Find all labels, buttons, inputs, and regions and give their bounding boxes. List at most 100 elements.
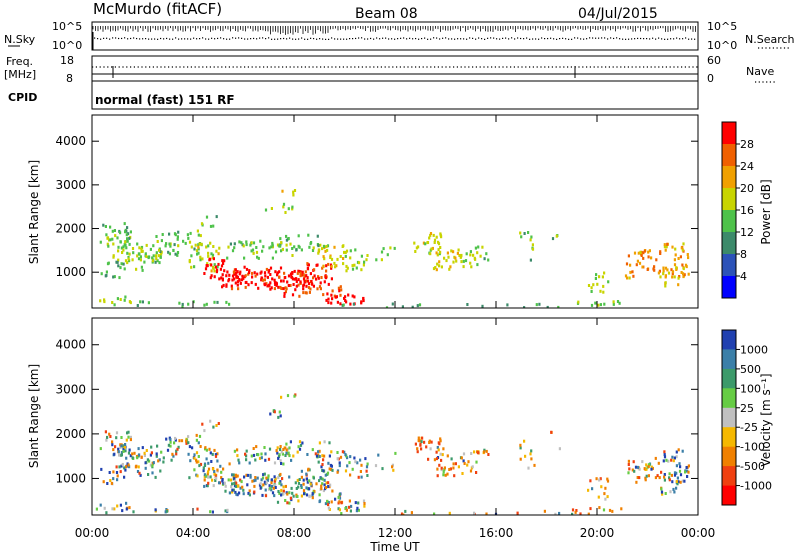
range-gate-cell — [282, 462, 285, 466]
range-gate-cell — [280, 241, 283, 245]
nsearch-dot — [469, 37, 471, 39]
nsearch-dot — [325, 38, 327, 40]
range-gate-cell — [291, 277, 294, 281]
range-gate-cell — [139, 473, 142, 477]
range-gate-cell — [120, 464, 123, 468]
x-tick-label: 20:00 — [580, 526, 615, 540]
range-gate-cell — [213, 472, 216, 476]
range-gate-cell — [117, 258, 120, 262]
range-gate-cell — [344, 507, 347, 510]
range-gate-cell — [313, 274, 316, 278]
range-gate-cell — [452, 462, 455, 466]
range-gate-cell — [267, 474, 270, 478]
range-gate-cell — [385, 306, 389, 308]
range-gate-cell — [662, 272, 665, 276]
range-gate-cell — [595, 477, 598, 481]
range-gate-cell — [206, 484, 209, 488]
power-data — [99, 189, 690, 308]
range-gate-cell — [279, 459, 282, 463]
range-gate-cell — [233, 477, 236, 481]
range-gate-cell — [250, 281, 253, 285]
nsearch-dot — [391, 38, 393, 40]
range-gate-cell — [126, 239, 129, 243]
range-gate-cell — [200, 222, 204, 226]
range-gate-cell — [461, 472, 464, 475]
range-gate-cell — [612, 302, 615, 306]
range-gate-cell — [287, 447, 290, 451]
range-gate-cell — [263, 271, 267, 275]
range-gate-cell — [216, 459, 219, 463]
range-gate-cell — [271, 245, 274, 249]
range-gate-cell — [267, 487, 271, 491]
nsearch-dot — [517, 37, 519, 39]
range-gate-cell — [278, 275, 281, 279]
range-gate-cell — [312, 246, 315, 250]
range-gate-cell — [242, 492, 245, 496]
range-gate-cell — [483, 450, 486, 454]
range-gate-cell — [321, 468, 324, 472]
nsearch-dot — [133, 37, 135, 39]
range-gate-cell — [365, 469, 368, 473]
range-gate-cell — [673, 471, 677, 475]
range-gate-cell — [231, 278, 234, 282]
range-gate-cell — [160, 239, 163, 243]
range-gate-cell — [527, 231, 530, 234]
range-gate-cell — [240, 480, 243, 484]
range-gate-cell — [357, 501, 360, 505]
range-gate-cell — [339, 255, 342, 258]
nsearch-dot — [358, 37, 360, 39]
nsearch-dot — [139, 38, 141, 40]
range-gate-cell — [345, 249, 349, 253]
range-gate-cell — [324, 249, 327, 253]
range-gate-cell — [321, 477, 324, 481]
range-gate-cell — [302, 489, 306, 493]
range-gate-cell — [195, 473, 198, 477]
range-gate-cell — [345, 300, 348, 304]
range-gate-cell — [239, 486, 242, 490]
range-gate-cell — [211, 253, 215, 257]
range-gate-cell — [558, 447, 561, 451]
range-gate-cell — [276, 273, 279, 277]
range-gate-cell — [259, 239, 262, 243]
range-gate-cell — [212, 467, 215, 471]
range-gate-cell — [296, 495, 299, 498]
range-gate-cell — [279, 472, 282, 476]
range-gate-cell — [223, 269, 226, 273]
nsearch-dot — [685, 37, 687, 39]
range-gate-cell — [317, 460, 320, 464]
range-gate-cell — [671, 480, 674, 484]
range-gate-cell — [360, 463, 363, 467]
range-gate-cell — [260, 278, 263, 282]
range-gate-cell — [121, 462, 124, 466]
range-gate-cell — [228, 273, 231, 277]
range-gate-cell — [188, 260, 191, 264]
range-gate-cell — [329, 256, 332, 259]
range-gate-cell — [152, 254, 155, 258]
range-gate-cell — [250, 241, 253, 245]
nsearch-dot — [478, 37, 480, 39]
range-gate-cell — [262, 245, 265, 249]
nsearch-dot — [424, 37, 426, 39]
range-gate-cell — [328, 485, 331, 489]
range-gate-cell — [284, 276, 287, 279]
range-gate-cell — [664, 248, 667, 252]
nsearch-dot — [646, 37, 648, 40]
nsearch-dot — [595, 37, 597, 39]
range-gate-cell — [626, 276, 629, 280]
range-gate-cell — [175, 452, 178, 456]
range-gate-cell — [644, 476, 647, 480]
range-gate-cell — [589, 507, 592, 511]
range-gate-cell — [336, 257, 339, 261]
range-gate-cell — [268, 246, 271, 250]
nsearch-dot — [610, 37, 612, 39]
nsearch-dot — [130, 37, 132, 40]
range-gate-cell — [176, 237, 179, 241]
range-gate-cell — [248, 269, 251, 273]
range-gate-cell — [420, 440, 423, 444]
range-gate-cell — [199, 462, 203, 466]
range-gate-cell — [220, 276, 223, 280]
range-gate-cell — [443, 466, 446, 470]
nsearch-dot — [211, 37, 213, 39]
range-gate-cell — [277, 455, 281, 459]
range-gate-cell — [433, 458, 436, 462]
